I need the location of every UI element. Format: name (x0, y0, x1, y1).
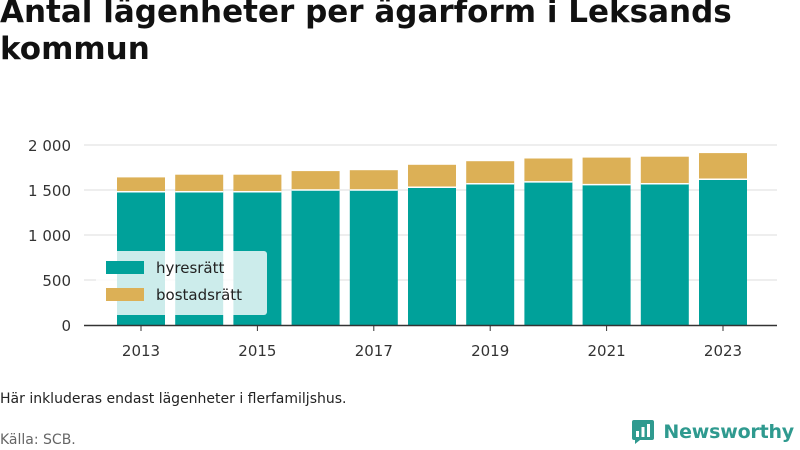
y-tick-label: 2 000 (28, 137, 71, 155)
x-axis: 2013 2015 2017 2019 2021 2023 (84, 324, 777, 360)
bar-hyresratt (349, 190, 398, 325)
footnote: Här inkluderas endast lägenheter i flerf… (0, 391, 347, 407)
bar-bostadsratt (291, 171, 340, 190)
brand-logo: Newsworthy (631, 419, 794, 445)
bar-hyresratt (524, 181, 573, 325)
bar-bostadsratt (175, 174, 224, 192)
bar-bostadsratt (408, 164, 456, 188)
bar-hyresratt (291, 190, 340, 325)
legend: hyresrätt bostadsrätt (96, 251, 267, 315)
bar-hyresratt (408, 187, 456, 325)
bar-bostadsratt (582, 157, 631, 185)
y-tick-label: 1 000 (28, 227, 71, 245)
y-tick-label: 1 500 (28, 182, 71, 200)
bar-bostadsratt (233, 174, 282, 192)
x-tick-label: 2021 (588, 342, 626, 360)
bar-bostadsratt (640, 156, 689, 184)
x-tick-label: 2023 (704, 342, 742, 360)
chart-title: Antal lägenheter per ägarform i Leksands… (0, 0, 732, 67)
legend-label: hyresrätt (156, 259, 225, 277)
y-tick-label: 0 (61, 317, 71, 335)
y-tick-label: 500 (42, 272, 71, 290)
bar-bostadsratt (117, 177, 165, 192)
x-tick-label: 2017 (355, 342, 393, 360)
legend-swatch (106, 288, 144, 301)
x-tick-label: 2015 (238, 342, 276, 360)
brand-name: Newsworthy (663, 421, 794, 443)
bar-hyresratt (582, 184, 631, 325)
newsworthy-logo-icon (632, 420, 655, 444)
bar-bostadsratt (524, 158, 573, 182)
source-text: Källa: SCB. (0, 432, 76, 448)
bar-hyresratt (699, 179, 747, 325)
bar-hyresratt (640, 183, 689, 325)
legend-label: bostadsrätt (156, 286, 242, 304)
bar-bostadsratt (349, 170, 398, 190)
legend-swatch (106, 261, 144, 274)
chart-svg: 0 500 1 000 1 500 2 000 2013 2015 2017 2019 2021… (28, 137, 777, 360)
x-tick-label: 2013 (122, 342, 160, 360)
bar-hyresratt (466, 183, 515, 325)
y-axis-labels: 0 500 1 000 1 500 2 000 (28, 137, 71, 335)
bar-bostadsratt (466, 161, 515, 184)
x-tick-label: 2019 (471, 342, 509, 360)
bar-bostadsratt (699, 153, 747, 180)
